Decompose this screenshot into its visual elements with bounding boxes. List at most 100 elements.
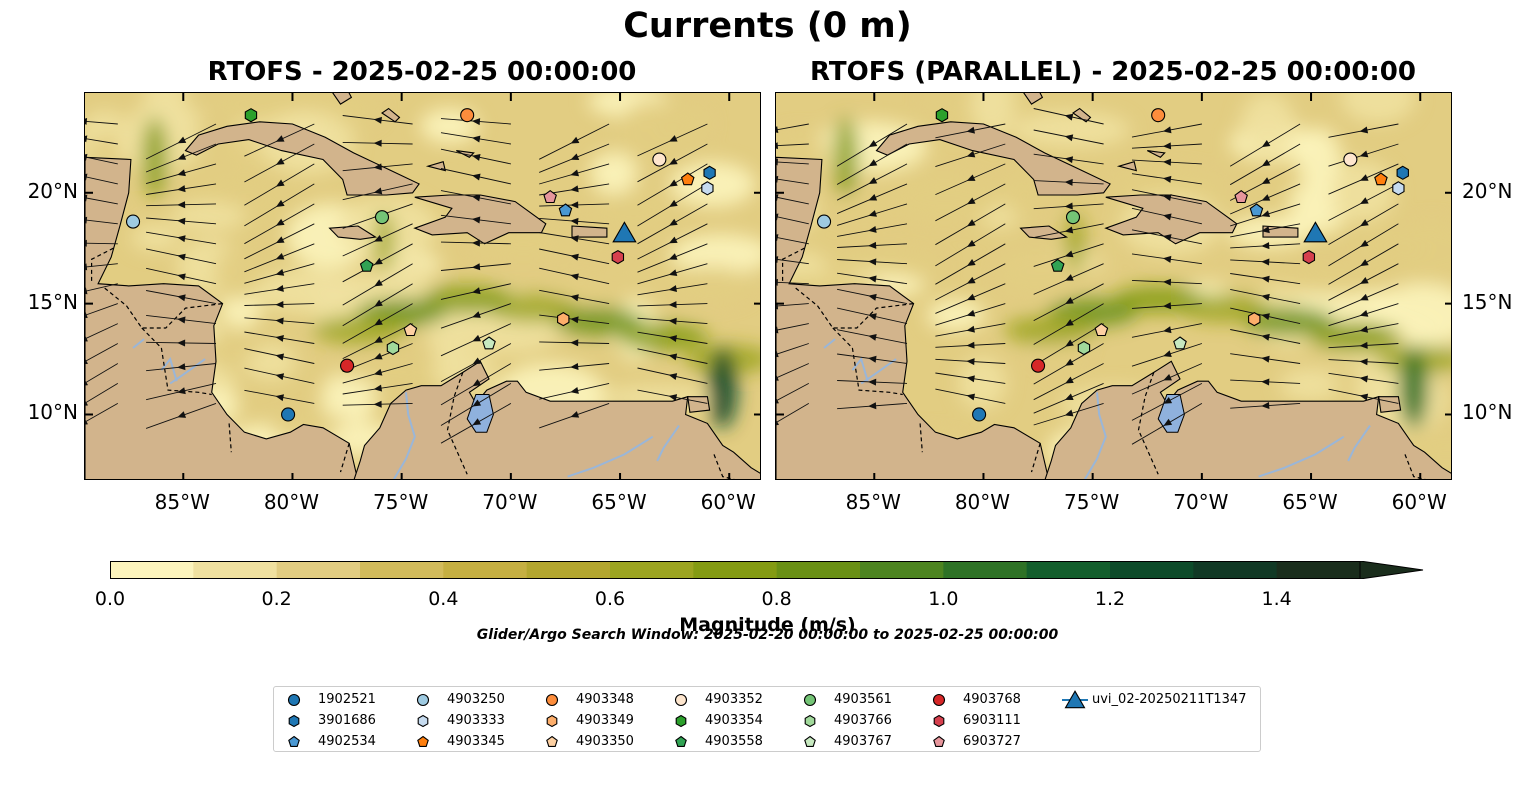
streamline-arrow	[275, 317, 284, 325]
streamline	[85, 403, 119, 423]
streamline-arrow	[1064, 202, 1073, 210]
marker-4903350	[403, 323, 418, 337]
marker-4902534	[558, 203, 573, 217]
streamline-arrow	[570, 217, 579, 225]
marker-uvi_02-20250211T1347	[612, 221, 637, 243]
legend-label: 4903350	[576, 734, 634, 749]
streamline-arrow	[1261, 355, 1270, 363]
marker-4903333	[701, 181, 714, 196]
streamline	[776, 236, 809, 245]
legend-label: 4903354	[705, 713, 763, 728]
legend-marker-pentagon	[675, 735, 687, 747]
y-tick-label-right: 15°N	[1462, 289, 1513, 314]
marker-4903767	[482, 336, 496, 350]
marker-4903352	[652, 152, 667, 167]
x-tick-label: 65°W	[1282, 490, 1338, 514]
river	[567, 435, 654, 478]
streamline-arrow	[472, 311, 481, 318]
legend-label: 4903768	[963, 692, 1021, 707]
river	[1347, 425, 1371, 462]
streamline-arrow	[1359, 277, 1369, 284]
marker-6903727	[1234, 190, 1248, 204]
x-tick-label: 75°W	[373, 490, 429, 514]
rivers	[132, 338, 680, 479]
legend-marker-hexagon	[546, 714, 558, 728]
colorbar-segment	[776, 561, 861, 579]
x-tick-label: 65°W	[591, 490, 647, 514]
streamline-arrow	[1162, 278, 1172, 286]
legend-label: 4903767	[834, 734, 892, 749]
streamline-arrow	[275, 284, 284, 292]
streamline-arrow	[868, 210, 877, 217]
axis-ticks	[85, 93, 760, 479]
marker-4903348	[1151, 108, 1166, 123]
x-tick-label: 80°W	[954, 490, 1011, 514]
colorbar-segment	[1026, 561, 1111, 579]
streamline-arrow	[85, 173, 88, 181]
left-panel-title: RTOFS - 2025-02-25 00:00:00	[207, 57, 637, 87]
marker-6903727	[543, 190, 557, 204]
legend-marker-hexagon	[675, 714, 687, 728]
streamline-arrow	[373, 163, 382, 171]
streamline	[776, 383, 810, 402]
streamline-arrow	[1261, 140, 1271, 148]
streamline-arrow	[1064, 156, 1074, 164]
streamline-arrow	[85, 287, 88, 295]
streamline-arrow	[374, 336, 383, 343]
streamline	[85, 323, 118, 340]
legend-label: 4903348	[576, 692, 634, 707]
streamline-arrow	[275, 218, 285, 226]
streamline-arrow	[570, 253, 579, 261]
streamline-arrow	[570, 411, 580, 418]
streamline-arrow	[373, 384, 383, 392]
streamline-arrow	[776, 126, 779, 134]
marker-6903111	[611, 249, 625, 265]
border	[795, 287, 914, 329]
streamline-arrow	[668, 373, 678, 380]
streamline-arrow	[472, 399, 482, 407]
float-markers	[816, 108, 1409, 422]
streamline-arrow	[966, 258, 976, 267]
streamline-arrow	[1360, 239, 1369, 247]
x-tick-label: 60°W	[700, 490, 756, 514]
marker-4903561	[1065, 210, 1081, 225]
colorbar-segment	[610, 561, 694, 579]
streamline-arrow	[177, 273, 186, 281]
streamline-arrow	[966, 293, 976, 301]
streamline-arrow	[85, 379, 89, 387]
colorbar-tick-label: 0.8	[761, 588, 792, 610]
streamline-arrow	[966, 174, 976, 181]
streamline-arrow	[373, 235, 383, 242]
streamline	[776, 143, 809, 147]
streamline-arrow	[177, 153, 187, 160]
streamline-arrow	[275, 135, 285, 142]
colorbar-segment	[193, 561, 278, 579]
streamline-arrow	[570, 294, 579, 302]
streamline-arrow	[373, 139, 382, 147]
streamline-arrow	[275, 236, 285, 244]
streamline-arrow	[668, 394, 678, 401]
streamline-arrow	[472, 418, 482, 426]
streamline-arrow	[1359, 197, 1369, 205]
streamline-arrow	[868, 258, 877, 266]
colorbar-segment	[1276, 561, 1361, 579]
streamline-arrow	[668, 269, 678, 277]
streamline-arrow	[1261, 210, 1271, 218]
streamline-arrow	[776, 278, 778, 286]
streamline-arrow	[1162, 175, 1172, 183]
colorbar-segment	[693, 561, 778, 579]
streamline-arrow	[471, 263, 481, 271]
streamline-arrow	[177, 235, 186, 243]
river	[823, 338, 836, 349]
streamline-arrow	[668, 236, 678, 244]
streamline-arrow	[776, 374, 779, 381]
streamline-arrow	[1261, 159, 1271, 167]
streamline-arrow	[776, 397, 779, 404]
y-tick-label-right: 20°N	[1462, 178, 1513, 203]
streamline-arrow	[85, 357, 88, 365]
streamline	[85, 219, 118, 225]
streamline-arrow	[177, 217, 186, 225]
streamline	[85, 283, 118, 292]
streamline	[85, 120, 118, 125]
streamline-arrow	[868, 275, 877, 283]
